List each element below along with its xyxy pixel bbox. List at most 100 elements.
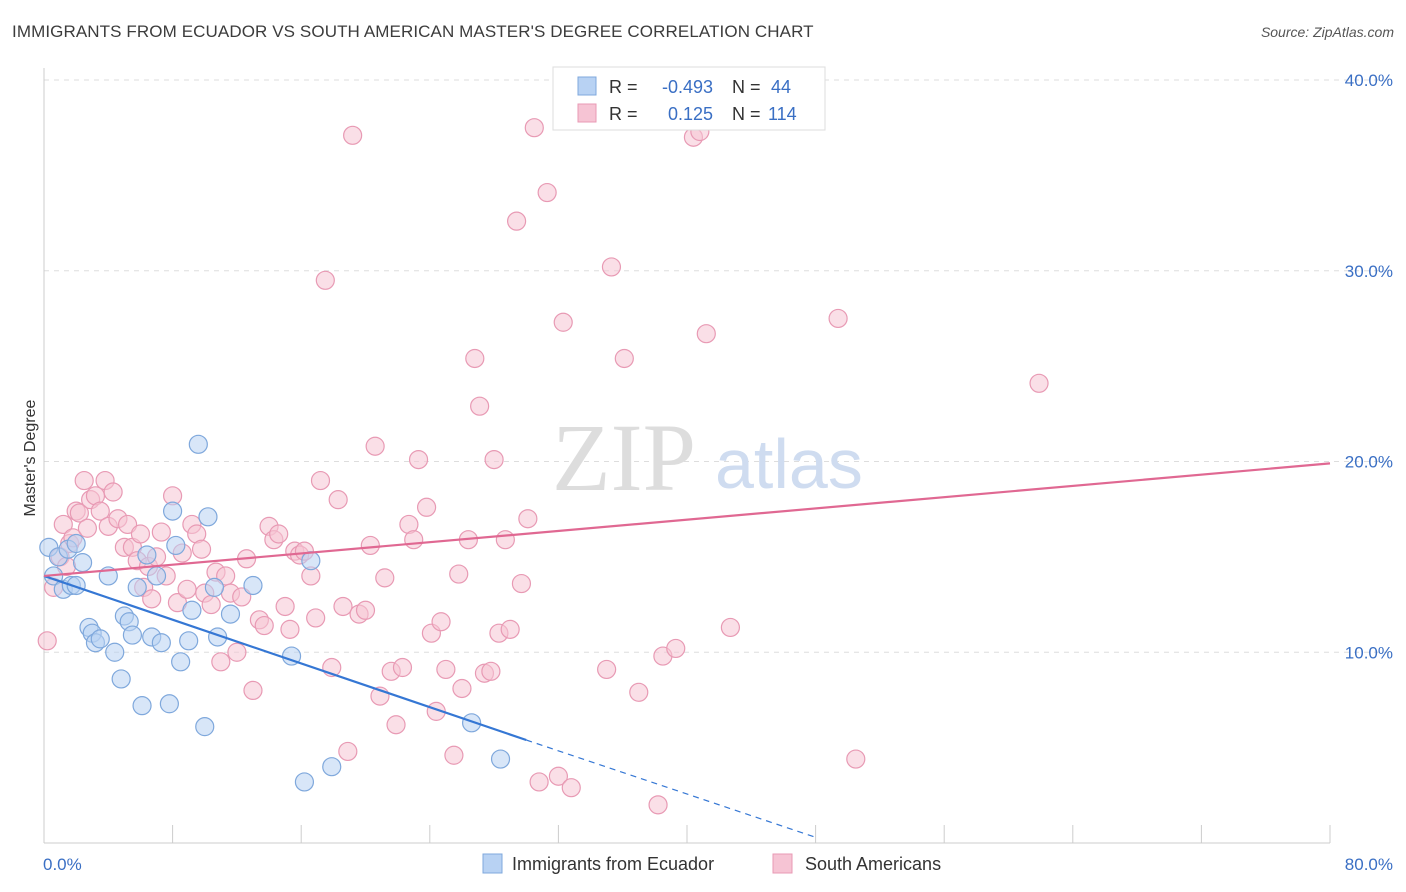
south-americans-point-97: [524, 118, 544, 138]
south-americans-point-77: [416, 497, 437, 517]
south-americans-point-64: [343, 125, 363, 145]
south-americans-point-70: [375, 568, 395, 588]
ecuador-point-42: [490, 749, 511, 769]
ecuador-point-11: [90, 629, 110, 649]
south-americans-point-43: [232, 587, 252, 607]
south-americans-point-87: [470, 396, 490, 416]
south-americans-point-100: [548, 766, 569, 786]
ecuador-point-17: [122, 625, 143, 645]
south-americans-point-35: [191, 539, 212, 559]
south-americans-point-42: [227, 642, 247, 662]
ecuador-point-41: [461, 713, 482, 733]
legend-swatch-blue: [577, 76, 597, 96]
south-americans-point-93: [500, 619, 520, 639]
ecuador-point-39: [301, 551, 321, 571]
legend-n-label-pink: N =: [732, 104, 761, 124]
ecuador-point-31: [195, 717, 215, 737]
ecuador-point-28: [182, 600, 202, 620]
south-americans-point-9: [74, 470, 94, 491]
axes: [43, 68, 1331, 844]
south-americans-point-25: [142, 589, 162, 609]
south-americans-point-16: [103, 482, 123, 502]
bottom-legend-label-blue: Immigrants from Ecuador: [512, 854, 714, 874]
ecuador-point-33: [204, 577, 224, 597]
ecuador-point-24: [159, 694, 179, 714]
y-tick-label-3: 40.0%: [1345, 71, 1393, 90]
ecuador-point-6: [66, 533, 86, 554]
trend-line-south-americans: [43, 462, 1331, 578]
ecuador-point-25: [163, 501, 183, 521]
south-americans-point-90: [484, 449, 504, 470]
south-americans-point-105: [614, 348, 634, 369]
ecuador-point-14: [111, 669, 131, 689]
south-americans-point-116: [1029, 373, 1049, 393]
south-americans-point-94: [507, 211, 527, 231]
legend-r-value-blue: -0.493: [662, 77, 713, 97]
south-americans-point-45: [243, 680, 263, 701]
south-americans-point-13: [90, 501, 110, 521]
south-americans-point-75: [404, 530, 424, 550]
south-americans-point-98: [529, 772, 549, 792]
south-americans-point-39: [211, 652, 231, 672]
ecuador-point-19: [132, 696, 152, 716]
south-americans-point-101: [553, 312, 573, 332]
trend-line-ecuador-extension: [526, 739, 816, 838]
y-tick-labels: 10.0% 20.0% 30.0% 40.0%: [1345, 71, 1393, 662]
legend-r-value-pink: 0.125: [668, 104, 713, 124]
south-americans-point-81: [436, 659, 456, 680]
south-americans-point-106: [629, 682, 649, 702]
y-tick-label-1: 20.0%: [1345, 453, 1393, 472]
legend-r-label-blue: R =: [609, 77, 638, 97]
legend-r-label-pink: R =: [609, 104, 638, 124]
south-americans-point-66: [355, 600, 376, 620]
ecuador-point-40: [322, 757, 342, 777]
south-americans-point-107: [648, 795, 668, 815]
ecuador-point-13: [105, 642, 125, 662]
ecuador-point-23: [151, 633, 171, 653]
trend-lines: [43, 462, 1331, 838]
south-americans-point-89: [481, 661, 501, 681]
legend-n-value-blue: 44: [771, 77, 791, 97]
south-americans-point-113: [720, 617, 741, 638]
south-americans-point-80: [431, 612, 451, 632]
south-americans-point-22: [130, 524, 151, 544]
south-americans-point-8: [69, 503, 89, 523]
trend-line-ecuador: [43, 574, 527, 742]
south-americans-point-63: [338, 741, 358, 762]
south-americans-point-47: [254, 615, 274, 636]
south-americans-point-83: [449, 564, 469, 584]
south-americans-point-57: [306, 608, 326, 628]
chart-source: Source: ZipAtlas.com: [1260, 24, 1394, 40]
legend-box: R = -0.493 N = 44 R = 0.125 N = 114: [552, 66, 826, 131]
south-americans-point-52: [280, 619, 300, 639]
ecuador-point-22: [146, 566, 167, 586]
ecuador-point-35: [220, 604, 241, 624]
south-americans-point-102: [561, 778, 581, 798]
south-americans-point-82: [444, 745, 464, 765]
south-americans-point-58: [310, 470, 331, 491]
ecuador-point-32: [198, 507, 218, 527]
south-americans-point-59: [315, 270, 335, 290]
legend-n-value-pink: 114: [768, 104, 797, 124]
south-americans-point-109: [666, 638, 686, 659]
legend-swatch-pink: [577, 103, 597, 123]
ecuador-point-36: [243, 575, 263, 596]
y-tick-label-0: 10.0%: [1345, 643, 1393, 662]
ecuador-point-38: [294, 772, 315, 792]
south-americans-point-104: [601, 257, 622, 277]
ecuador-point-20: [137, 545, 157, 565]
south-americans-point-115: [846, 749, 866, 769]
south-americans-point-99: [537, 182, 557, 203]
south-americans-point-96: [518, 509, 538, 529]
bottom-legend-swatch-blue: [482, 853, 503, 874]
south-americans-point-76: [408, 449, 429, 470]
bottom-legend-label-pink: South Americans: [805, 854, 941, 874]
south-americans-point-68: [365, 436, 385, 456]
ecuador-point-29: [179, 631, 199, 651]
south-americans-point-112: [696, 324, 716, 344]
south-americans-point-73: [392, 657, 413, 678]
south-americans-point-27: [151, 522, 171, 542]
y-tick-label-2: 30.0%: [1345, 262, 1393, 281]
bottom-legend-swatch-pink: [772, 853, 793, 874]
